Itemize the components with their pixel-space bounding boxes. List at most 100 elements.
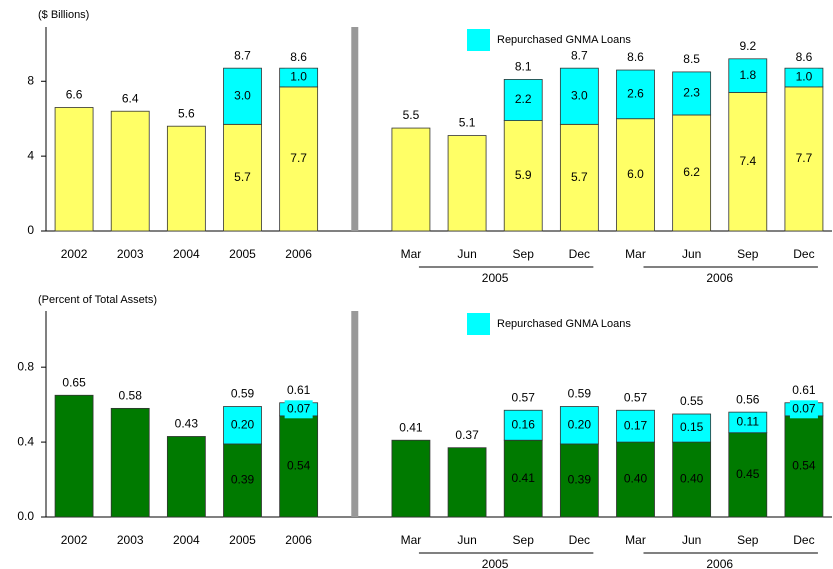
x-tick-label: Jun bbox=[682, 533, 701, 547]
x-tick-label: 2003 bbox=[117, 533, 144, 547]
value-label: 0.20 bbox=[231, 417, 255, 431]
x-tick-label: Mar bbox=[401, 247, 422, 261]
value-label: 0.45 bbox=[736, 467, 760, 481]
label-box bbox=[228, 87, 257, 106]
total-label: 0.59 bbox=[231, 387, 255, 401]
label-box bbox=[677, 163, 706, 182]
value-label: 0.16 bbox=[512, 417, 536, 431]
label-box bbox=[228, 416, 257, 435]
label-box bbox=[733, 465, 762, 484]
total-label: 0.65 bbox=[62, 375, 86, 389]
x-tick-label: Jun bbox=[682, 247, 701, 261]
bar-segment bbox=[110, 407, 150, 518]
legend-swatch bbox=[467, 313, 490, 335]
x-tick-label: Dec bbox=[569, 533, 590, 547]
label-box bbox=[677, 470, 706, 489]
value-label: 0.15 bbox=[680, 420, 704, 434]
x-tick-label: Mar bbox=[401, 533, 422, 547]
label-box bbox=[565, 87, 594, 106]
total-label: 5.6 bbox=[178, 106, 195, 120]
total-label: 0.59 bbox=[568, 387, 592, 401]
label-box bbox=[789, 68, 818, 87]
y-tick-label: 0 bbox=[27, 223, 34, 237]
bar-segment bbox=[447, 447, 487, 518]
total-label: 0.61 bbox=[287, 383, 311, 397]
total-label: 0.43 bbox=[175, 417, 199, 431]
label-box bbox=[284, 68, 313, 87]
x-tick-label: Mar bbox=[625, 247, 646, 261]
label-box bbox=[509, 90, 538, 109]
label-box bbox=[509, 469, 538, 488]
value-label: 0.11 bbox=[737, 415, 760, 429]
label-box bbox=[733, 66, 762, 85]
x-tick-label: Jun bbox=[457, 247, 476, 261]
y-tick-label: 0.4 bbox=[17, 434, 34, 448]
value-label: 0.54 bbox=[792, 459, 816, 473]
x-tick-label: 2004 bbox=[173, 247, 200, 261]
bar-segment bbox=[391, 439, 431, 518]
total-label: 0.37 bbox=[455, 428, 479, 442]
total-label: 8.6 bbox=[796, 50, 813, 64]
value-label: 7.4 bbox=[739, 154, 756, 168]
x-tick-label: 2004 bbox=[173, 533, 200, 547]
legend-label: Repurchased GNMA Loans bbox=[497, 318, 631, 330]
group-label: 2006 bbox=[706, 557, 733, 569]
x-tick-label: Dec bbox=[793, 533, 814, 547]
value-label: 0.40 bbox=[680, 472, 704, 486]
label-box bbox=[621, 165, 650, 184]
axis-title: (Percent of Total Assets) bbox=[38, 294, 157, 306]
value-label: 1.8 bbox=[739, 68, 756, 82]
value-label: 3.0 bbox=[571, 88, 588, 102]
label-box bbox=[733, 152, 762, 171]
group-label: 2006 bbox=[706, 271, 733, 285]
value-label: 5.9 bbox=[515, 168, 532, 182]
total-label: 0.56 bbox=[736, 392, 760, 406]
y-tick-label: 0.0 bbox=[17, 509, 34, 523]
label-box bbox=[621, 470, 650, 489]
total-label: 8.1 bbox=[515, 60, 532, 74]
label-box bbox=[509, 166, 538, 185]
label-box bbox=[284, 457, 313, 476]
bar-segment bbox=[110, 110, 150, 232]
bar-segment bbox=[54, 107, 94, 232]
label-box bbox=[228, 168, 257, 187]
value-label: 0.40 bbox=[624, 472, 648, 486]
value-label: 5.7 bbox=[234, 170, 251, 184]
label-box bbox=[677, 84, 706, 103]
x-tick-label: 2006 bbox=[285, 533, 312, 547]
label-box bbox=[284, 400, 313, 419]
label-box bbox=[621, 85, 650, 104]
value-label: 0.54 bbox=[287, 459, 311, 473]
legend-swatch bbox=[467, 29, 490, 51]
x-tick-label: 2003 bbox=[117, 247, 144, 261]
value-label: 6.2 bbox=[683, 165, 700, 179]
total-label: 8.5 bbox=[683, 52, 700, 66]
group-label: 2005 bbox=[482, 557, 509, 569]
bar-segment bbox=[391, 127, 431, 232]
total-label: 5.1 bbox=[459, 116, 476, 130]
y-tick-label: 0.8 bbox=[17, 359, 34, 373]
value-label: 2.3 bbox=[683, 86, 700, 100]
value-label: 6.0 bbox=[627, 167, 644, 181]
total-label: 0.57 bbox=[512, 390, 536, 404]
total-label: 6.4 bbox=[122, 91, 139, 105]
x-tick-label: 2006 bbox=[285, 247, 312, 261]
total-label: 0.61 bbox=[792, 383, 816, 397]
x-tick-label: Sep bbox=[513, 247, 535, 261]
value-label: 0.07 bbox=[792, 401, 816, 415]
label-box bbox=[621, 417, 650, 436]
value-label: 0.17 bbox=[624, 418, 648, 432]
total-label: 8.7 bbox=[571, 48, 588, 62]
value-label: 1.0 bbox=[290, 70, 307, 84]
label-box bbox=[733, 413, 762, 432]
bar-segment bbox=[166, 125, 206, 232]
label-box bbox=[565, 416, 594, 435]
x-tick-label: Sep bbox=[513, 533, 535, 547]
total-label: 8.7 bbox=[234, 48, 251, 62]
value-label: 0.39 bbox=[231, 473, 255, 487]
value-label: 3.0 bbox=[234, 88, 251, 102]
label-box bbox=[789, 400, 818, 419]
value-label: 0.39 bbox=[568, 473, 592, 487]
label-box bbox=[284, 149, 313, 168]
